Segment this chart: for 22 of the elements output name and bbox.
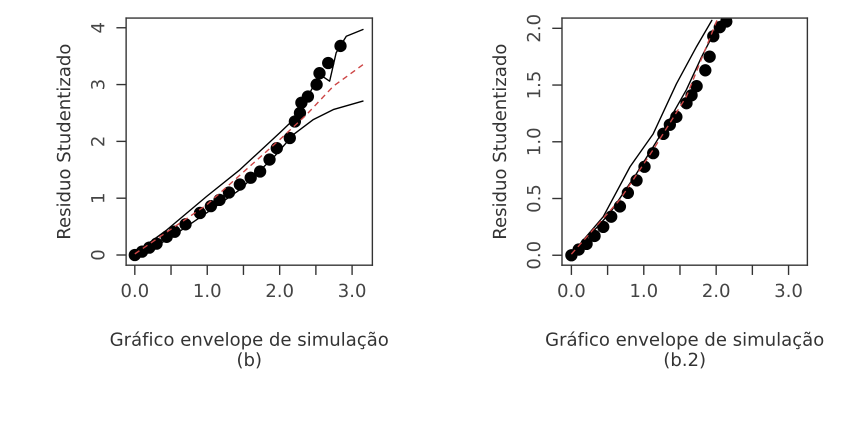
x-tick-label: 2.0 [703,284,730,298]
y-axis-title: Residuo Studentizado [492,44,506,238]
y-tick-label: 0 [90,250,105,260]
y-axis-title: Residuo Studentizado [56,44,70,238]
y-tick-label: 1 [91,194,104,202]
y-tick-label: 0.5 [526,186,540,212]
x-tick-label: 0.0 [122,284,148,298]
y-tick-label: 2 [90,137,104,146]
x-tick-label: 0.0 [558,284,585,298]
x-tick-label: 3.0 [339,284,366,298]
x-tick-label: 1.0 [194,284,220,298]
x-tick-label: 3.0 [776,284,802,298]
x-axis-title: Gráfico envelope de simulação (b.2) [546,331,824,368]
y-tick-label: 4 [91,23,104,33]
y-tick-label: 1.0 [526,128,540,154]
x-axis-title: Gráfico envelope de simulação (b) [110,331,388,368]
y-tick-label: 3 [90,80,105,89]
y-tick-label: 2.0 [526,15,540,42]
x-tick-label: 2.0 [266,284,293,298]
x-tick-label: 1.0 [631,284,657,298]
y-tick-label: 1.5 [527,72,540,98]
y-tick-label: 0.0 [526,242,540,268]
